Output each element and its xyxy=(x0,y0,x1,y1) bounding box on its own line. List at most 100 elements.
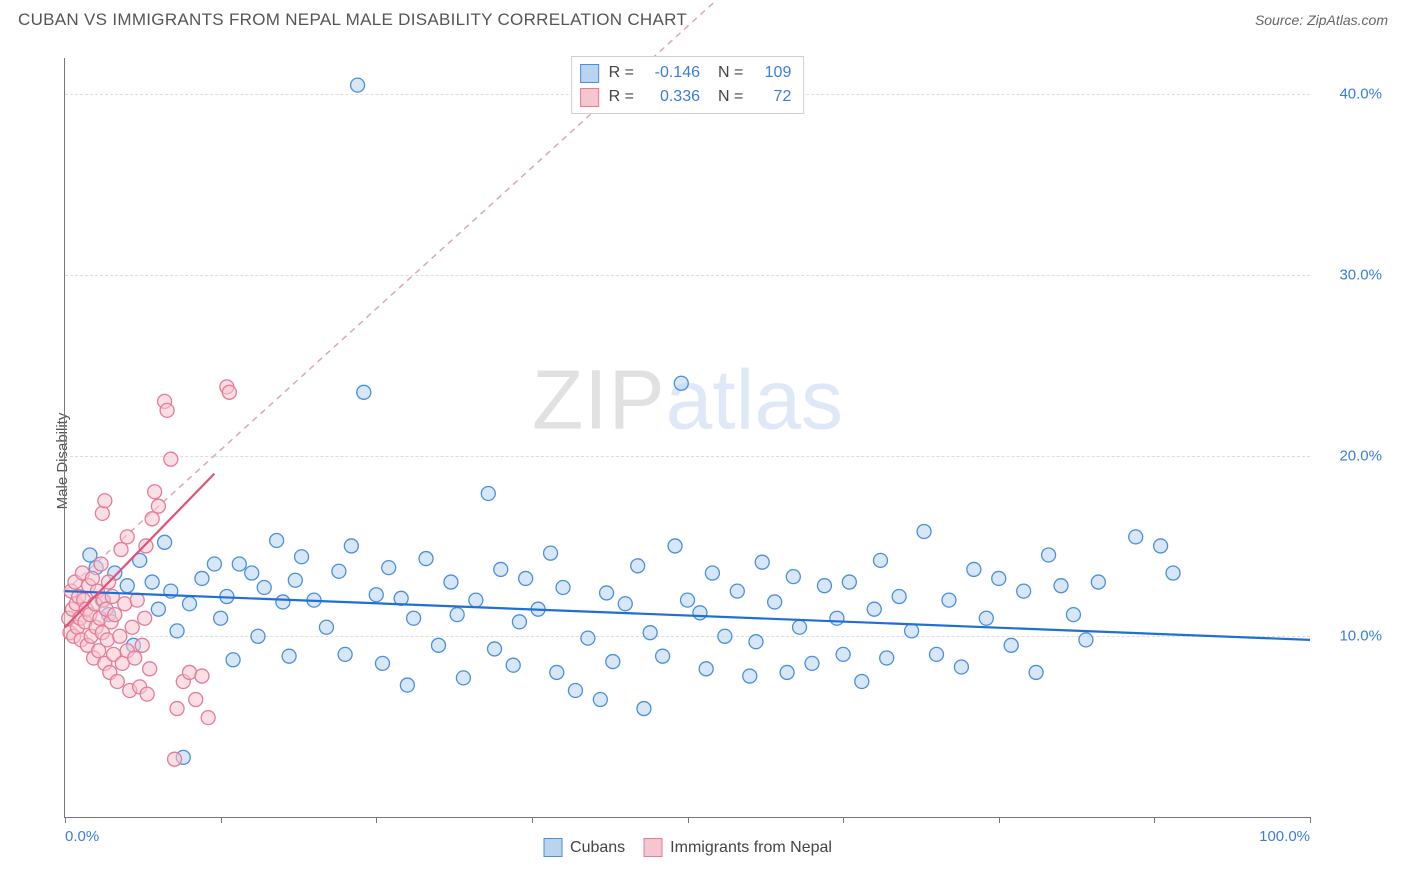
x-tick xyxy=(1310,817,1311,823)
chart-container: Male Disability ZIPatlas R =-0.146N =109… xyxy=(18,44,1388,878)
data-point xyxy=(954,660,968,674)
data-point xyxy=(979,611,993,625)
data-point xyxy=(755,555,769,569)
data-point xyxy=(189,693,203,707)
data-point xyxy=(369,588,383,602)
x-tick xyxy=(843,817,844,823)
legend-n-value: 72 xyxy=(753,85,791,109)
data-point xyxy=(743,669,757,683)
data-point xyxy=(351,78,365,92)
data-point xyxy=(681,593,695,607)
data-point xyxy=(139,539,153,553)
data-point xyxy=(793,620,807,634)
data-point xyxy=(214,611,228,625)
data-point xyxy=(232,557,246,571)
data-point xyxy=(705,566,719,580)
legend-item: Cubans xyxy=(543,838,625,857)
data-point xyxy=(718,629,732,643)
data-point xyxy=(357,385,371,399)
x-tick xyxy=(1154,817,1155,823)
plot-svg xyxy=(65,58,1310,817)
data-point xyxy=(867,602,881,616)
data-point xyxy=(631,559,645,573)
y-tick-label: 40.0% xyxy=(1318,86,1382,103)
x-tick xyxy=(688,817,689,823)
data-point xyxy=(195,571,209,585)
data-point xyxy=(556,580,570,594)
data-point xyxy=(469,593,483,607)
data-point xyxy=(1079,633,1093,647)
legend-item: Immigrants from Nepal xyxy=(643,838,832,857)
data-point xyxy=(100,633,114,647)
legend-row: R =-0.146N =109 xyxy=(580,61,792,85)
data-point xyxy=(128,651,142,665)
chart-source: Source: ZipAtlas.com xyxy=(1255,12,1388,28)
data-point xyxy=(245,566,259,580)
data-point xyxy=(1166,566,1180,580)
data-point xyxy=(98,494,112,508)
data-point xyxy=(749,635,763,649)
data-point xyxy=(120,579,134,593)
data-point xyxy=(643,626,657,640)
data-point xyxy=(338,647,352,661)
data-point xyxy=(319,620,333,634)
data-point xyxy=(892,590,906,604)
legend-label: Cubans xyxy=(570,839,625,857)
data-point xyxy=(160,403,174,417)
data-point xyxy=(786,570,800,584)
data-point xyxy=(600,586,614,600)
data-point xyxy=(942,593,956,607)
data-point xyxy=(930,647,944,661)
data-point xyxy=(114,543,128,557)
chart-header: CUBAN VS IMMIGRANTS FROM NEPAL MALE DISA… xyxy=(0,0,1406,38)
legend-swatch xyxy=(580,64,599,83)
data-point xyxy=(105,590,119,604)
data-point xyxy=(125,620,139,634)
x-tick xyxy=(221,817,222,823)
data-point xyxy=(544,546,558,560)
data-point xyxy=(158,535,172,549)
data-point xyxy=(992,571,1006,585)
data-point xyxy=(855,674,869,688)
data-point xyxy=(170,702,184,716)
data-point xyxy=(880,651,894,665)
data-point xyxy=(836,647,850,661)
data-point xyxy=(151,499,165,513)
data-point xyxy=(138,611,152,625)
data-point xyxy=(830,611,844,625)
data-point xyxy=(568,684,582,698)
data-point xyxy=(593,693,607,707)
data-point xyxy=(145,575,159,589)
x-tick xyxy=(999,817,1000,823)
data-point xyxy=(674,376,688,390)
data-point xyxy=(1004,638,1018,652)
data-point xyxy=(768,595,782,609)
data-point xyxy=(506,658,520,672)
data-point xyxy=(168,752,182,766)
plot-area: ZIPatlas R =-0.146N =109R =0.336N =72 Cu… xyxy=(64,58,1310,818)
data-point xyxy=(917,524,931,538)
data-point xyxy=(251,629,265,643)
legend-swatch xyxy=(643,838,662,857)
legend-n-value: 109 xyxy=(753,61,791,85)
data-point xyxy=(148,485,162,499)
data-point xyxy=(494,562,508,576)
data-point xyxy=(873,553,887,567)
data-point xyxy=(288,573,302,587)
legend-r-label: R = xyxy=(609,85,634,109)
legend-r-label: R = xyxy=(609,61,634,85)
data-point xyxy=(143,662,157,676)
legend-n-label: N = xyxy=(718,85,743,109)
data-point xyxy=(456,671,470,685)
data-point xyxy=(581,631,595,645)
legend-label: Immigrants from Nepal xyxy=(670,839,832,857)
data-point xyxy=(407,611,421,625)
x-tick xyxy=(376,817,377,823)
data-point xyxy=(444,575,458,589)
data-point xyxy=(656,649,670,663)
data-point xyxy=(113,629,127,643)
x-tick xyxy=(65,817,66,823)
data-point xyxy=(282,649,296,663)
x-tick xyxy=(532,817,533,823)
x-tick-label: 100.0% xyxy=(1259,828,1310,845)
